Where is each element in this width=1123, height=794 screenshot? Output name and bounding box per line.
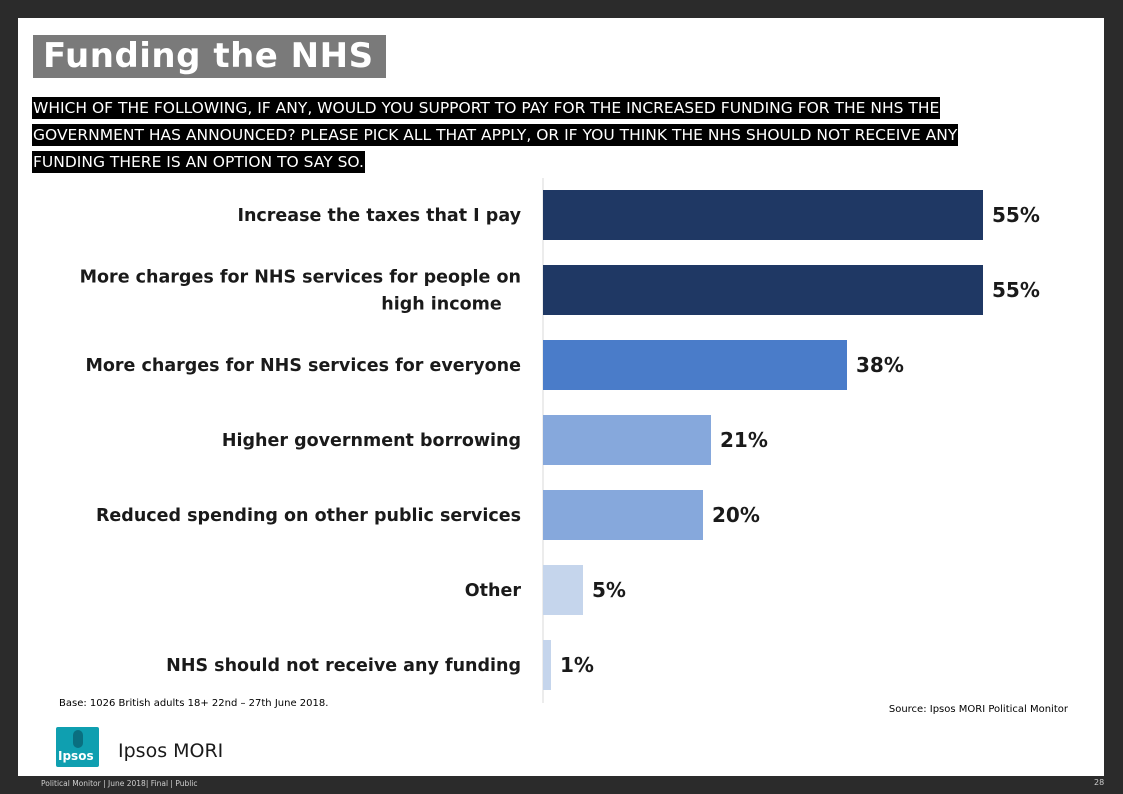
source-note: Source: Ipsos MORI Political Monitor — [888, 704, 1068, 715]
value-label: 55% — [992, 278, 1040, 302]
logo-text: Ipsos — [58, 749, 94, 763]
ipsos-logo: Ipsos — [56, 727, 99, 767]
bar — [543, 565, 583, 615]
brand-name: Ipsos MORI — [118, 740, 224, 762]
page-title: Funding the NHS — [33, 35, 386, 78]
logo-mark-icon — [73, 730, 83, 748]
bar — [543, 190, 983, 240]
category-label: More charges for NHS services for people… — [80, 268, 521, 288]
value-label: 20% — [712, 503, 760, 527]
bar-chart: 55% Increase the taxes that I pay 55% More … — [80, 178, 1040, 703]
slide: Funding the NHS WHICH OF THE FOLLOWING, … — [18, 18, 1104, 776]
value-label: 1% — [560, 653, 594, 677]
category-label: Reduced spending on other public service… — [96, 506, 521, 526]
value-label: 38% — [856, 353, 904, 377]
bar — [543, 640, 551, 690]
bar — [543, 265, 983, 315]
category-label: Higher government borrowing — [222, 431, 521, 451]
bar — [543, 490, 703, 540]
bar — [543, 340, 847, 390]
survey-question: WHICH OF THE FOLLOWING, IF ANY, WOULD YO… — [32, 95, 1032, 176]
footer-text: Political Monitor | June 2018| Final | P… — [41, 779, 198, 788]
base-note: Base: 1026 British adults 18+ 22nd – 27t… — [59, 698, 329, 709]
category-label: Increase the taxes that I pay — [237, 206, 521, 226]
page-number: 28 — [1094, 778, 1105, 787]
category-label: high income — [381, 295, 502, 315]
bar — [543, 415, 711, 465]
value-label: 5% — [592, 578, 626, 602]
category-label: Other — [465, 581, 522, 601]
category-label: NHS should not receive any funding — [166, 656, 521, 676]
category-label: More charges for NHS services for everyo… — [85, 356, 521, 376]
value-label: 55% — [992, 203, 1040, 227]
value-label: 21% — [720, 428, 768, 452]
